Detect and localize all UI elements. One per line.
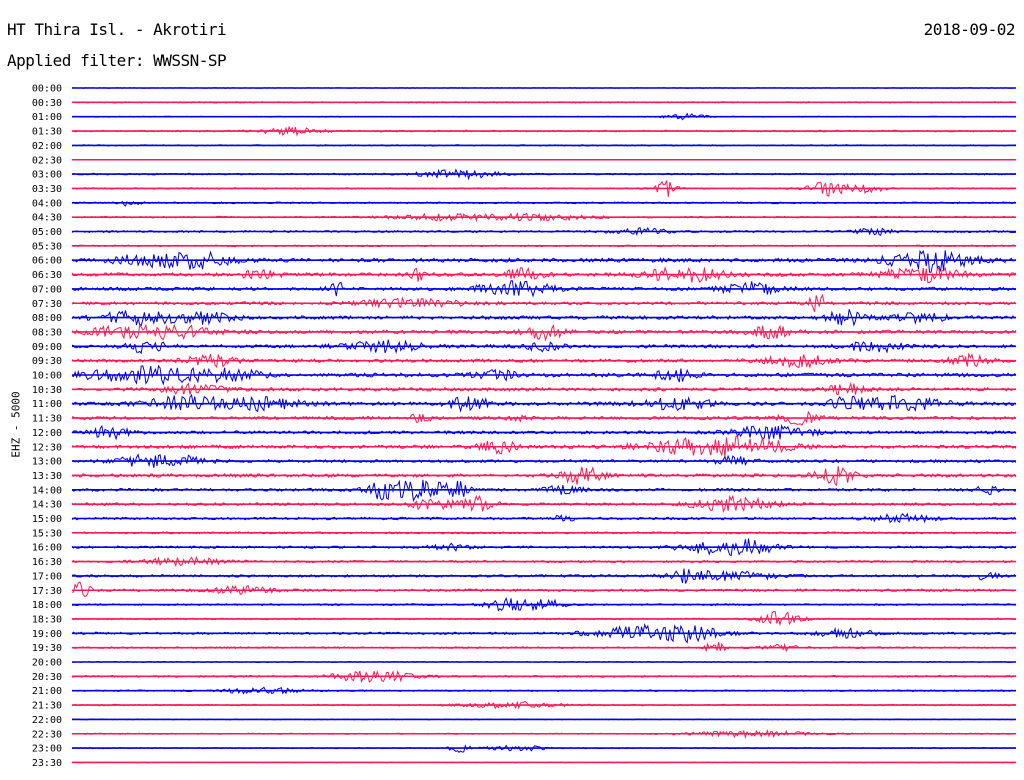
time-tick-label: 09:00 <box>32 342 62 353</box>
time-tick-label: 01:00 <box>32 112 62 123</box>
time-tick-label: 00:00 <box>32 84 62 95</box>
time-tick-label: 17:30 <box>32 586 62 597</box>
time-tick-label: 14:30 <box>32 500 62 511</box>
time-tick-label: 10:00 <box>32 371 62 382</box>
time-tick-label: 05:30 <box>32 241 62 252</box>
time-tick-label: 00:30 <box>32 98 62 109</box>
time-tick-label: 20:30 <box>32 672 62 683</box>
time-tick-label: 01:30 <box>32 127 62 138</box>
time-tick-label: 21:30 <box>32 701 62 712</box>
time-tick-label: 10:30 <box>32 385 62 396</box>
time-tick-label: 16:30 <box>32 557 62 568</box>
time-label-group: 00:00 00:30 01:00 01:30 02:00 02:30 03:00 03:30… <box>32 84 62 769</box>
time-tick-label: 12:00 <box>32 428 62 439</box>
time-tick-label: 18:00 <box>32 600 62 611</box>
station-title: HT Thira Isl. - Akrotiri <box>7 20 227 39</box>
time-tick-label: 13:00 <box>32 457 62 468</box>
seismogram-trace <box>71 610 1017 627</box>
seismogram-trace <box>71 249 1017 273</box>
time-tick-label: 19:00 <box>32 629 62 640</box>
time-tick-label: 05:00 <box>32 227 62 238</box>
time-tick-label: 22:30 <box>32 729 62 740</box>
seismogram-trace <box>71 280 1016 298</box>
time-tick-label: 23:30 <box>32 758 62 769</box>
seismogram-trace <box>71 642 1017 653</box>
time-tick-label: 12:30 <box>32 442 62 453</box>
time-tick-label: 13:30 <box>32 471 62 482</box>
applied-filter-label: Applied filter: WWSSN-SP <box>7 51 227 70</box>
time-tick-label: 08:30 <box>32 327 62 338</box>
time-tick-label: 16:00 <box>32 543 62 554</box>
time-tick-label: 03:30 <box>32 184 62 195</box>
time-tick-label: 19:30 <box>32 643 62 654</box>
time-tick-label: 06:30 <box>32 270 62 281</box>
time-tick-label: 15:00 <box>32 514 62 525</box>
time-tick-label: 09:30 <box>32 356 62 367</box>
time-tick-label: 04:30 <box>32 213 62 224</box>
time-tick-label: 03:00 <box>32 170 62 181</box>
time-tick-label: 21:00 <box>32 686 62 697</box>
time-tick-label: 15:30 <box>32 528 62 539</box>
time-tick-label: 23:00 <box>32 744 62 755</box>
time-tick-label: 17:00 <box>32 571 62 582</box>
time-tick-label: 06:00 <box>32 256 62 267</box>
trace-group <box>71 87 1017 764</box>
time-tick-label: 07:00 <box>32 284 62 295</box>
time-tick-label: 18:30 <box>32 614 62 625</box>
time-tick-label: 11:30 <box>32 414 62 425</box>
time-tick-label: 04:00 <box>32 198 62 209</box>
time-tick-label: 08:00 <box>32 313 62 324</box>
time-tick-label: 20:00 <box>32 658 62 669</box>
time-tick-label: 11:00 <box>32 399 62 410</box>
seismogram-trace <box>71 466 1017 487</box>
time-tick-label: 02:30 <box>32 155 62 166</box>
time-tick-label: 22:00 <box>32 715 62 726</box>
seismogram-trace <box>72 581 1017 597</box>
seismogram-trace <box>71 744 1017 753</box>
time-tick-label: 14:00 <box>32 485 62 496</box>
time-tick-label: 02:00 <box>32 141 62 152</box>
seismogram-trace <box>71 309 1017 327</box>
recording-date: 2018-09-02 <box>923 20 1016 39</box>
time-tick-label: 07:30 <box>32 299 62 310</box>
